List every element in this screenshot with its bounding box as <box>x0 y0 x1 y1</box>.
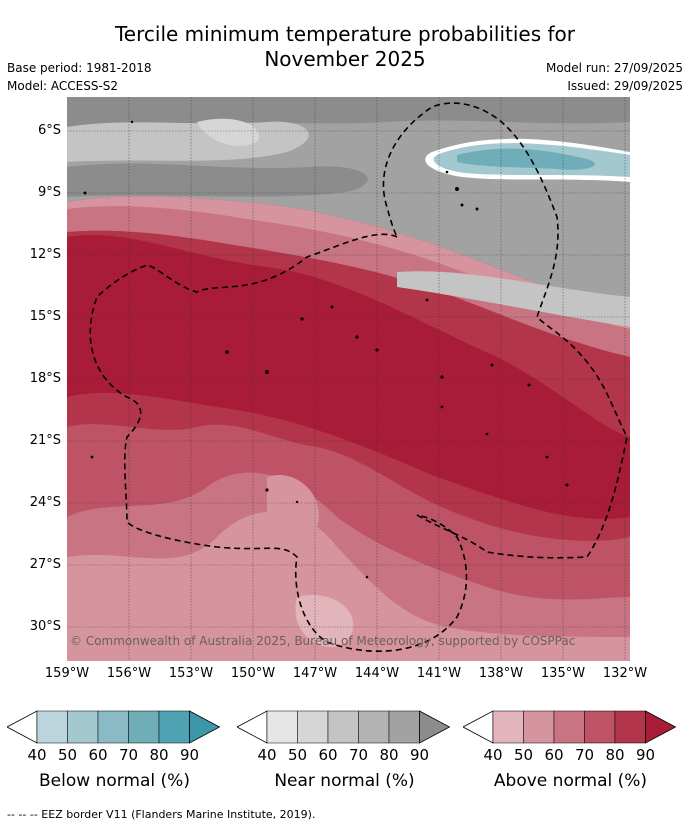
above-normal-90-core <box>67 234 630 519</box>
colorbar-tick-label: 40 <box>483 746 503 764</box>
eez-legend-footer: -- -- -- EEZ border V11 (Flanders Marine… <box>7 808 316 821</box>
lat-label: 6°S <box>37 123 61 138</box>
lon-label: 132°W <box>602 666 648 681</box>
meta-left: Base period: 1981-2018 Model: ACCESS-S2 <box>7 59 152 95</box>
lon-label: 135°W <box>540 666 586 681</box>
copyright-notice: © Commonwealth of Australia 2025, Bureau… <box>70 634 576 648</box>
lat-label: 15°S <box>29 309 61 324</box>
colorbar-title: Below normal (%) <box>39 771 190 791</box>
above-normal-50-patch <box>267 475 319 546</box>
near-normal-60-patch <box>197 118 259 146</box>
colorbar-tick-label: 80 <box>605 746 625 764</box>
colorbar-segment <box>523 710 555 744</box>
eez-border-west <box>89 233 468 653</box>
lon-label: 150°W <box>230 666 276 681</box>
colorbar-segment <box>327 710 359 744</box>
colorbar-title: Above normal (%) <box>493 771 648 791</box>
colorbar-segment <box>388 710 420 744</box>
probability-map[interactable]: © Commonwealth of Australia 2025, Bureau… <box>67 97 630 661</box>
colorbar-tick-label: 80 <box>149 746 169 764</box>
lon-label: 138°W <box>478 666 524 681</box>
map-title: Tercile minimum temperature probabilitie… <box>0 22 690 72</box>
lon-label: 141°W <box>416 666 462 681</box>
title-line-2: November 2025 <box>264 47 426 71</box>
colorbar-segment <box>492 710 524 744</box>
colorbar-min-triangle <box>7 710 38 744</box>
lat-label: 24°S <box>29 495 61 510</box>
colorbar-tick-label: 70 <box>118 746 139 764</box>
colorbar-max-triangle <box>189 710 221 744</box>
eez-border-east <box>382 102 628 559</box>
above-normal-60-band <box>67 202 630 357</box>
above-normal-40-patch <box>295 595 354 647</box>
colorbar-1 <box>237 710 451 744</box>
lon-label: 153°W <box>168 666 214 681</box>
colorbar-title: Near normal (%) <box>274 771 415 791</box>
title-line-1: Tercile minimum temperature probabilitie… <box>114 22 576 46</box>
colorbar-segment <box>584 710 616 744</box>
lat-label: 18°S <box>29 371 61 386</box>
near-normal-90-patch <box>67 163 368 197</box>
colorbar-tick-label: 50 <box>57 746 78 764</box>
lon-label: 156°W <box>106 666 152 681</box>
lon-label: 147°W <box>292 666 338 681</box>
below-normal-70-region <box>457 148 596 170</box>
base-period: Base period: 1981-2018 <box>7 61 152 75</box>
colorbar-min-triangle <box>463 710 494 744</box>
lat-label: 12°S <box>29 247 61 262</box>
colorbar-tick-label: 50 <box>287 746 308 764</box>
colorbar-segment <box>158 710 190 744</box>
colorbar-tick-label: 40 <box>257 746 277 764</box>
colorbar-segment <box>266 710 298 744</box>
model-run: Model run: 27/09/2025 <box>545 61 683 75</box>
near-normal-70-edge <box>397 271 630 327</box>
colorbar-2 <box>463 710 677 744</box>
lat-label: 21°S <box>29 433 61 448</box>
colorbar-segment <box>358 710 390 744</box>
colorbar-tick-label: 60 <box>318 746 338 764</box>
colorbar-segment <box>297 710 329 744</box>
lon-label: 144°W <box>354 666 400 681</box>
near-normal-90-band <box>67 97 630 132</box>
lat-label: 9°S <box>37 185 61 200</box>
colorbar-tick-label: 70 <box>348 746 369 764</box>
map-gridlines <box>67 97 630 661</box>
above-normal-50-band <box>67 196 630 329</box>
islands <box>83 120 569 579</box>
colorbar-tick-label: 80 <box>379 746 399 764</box>
lon-label: 159°W <box>44 666 90 681</box>
colorbar-max-triangle <box>645 710 677 744</box>
colorbar-max-triangle <box>419 710 451 744</box>
colorbar-segment <box>128 710 160 744</box>
issued-date: Issued: 29/09/2025 <box>567 79 683 93</box>
colorbar-tick-label: 50 <box>513 746 534 764</box>
above-normal-50-region <box>67 511 630 661</box>
colorbar-segment <box>553 710 585 744</box>
colorbar-tick-label: 70 <box>574 746 595 764</box>
colorbar-0 <box>7 710 221 744</box>
colorbar-tick-label: 60 <box>88 746 108 764</box>
colorbar-tick-label: 60 <box>544 746 564 764</box>
lat-label: 30°S <box>29 619 61 634</box>
colorbar-min-triangle <box>237 710 268 744</box>
colorbar-tick-label: 90 <box>409 746 430 764</box>
map-canvas <box>67 97 630 661</box>
colorbar-segment <box>36 710 68 744</box>
colorbar-tick-label: 90 <box>635 746 656 764</box>
model-name: Model: ACCESS-S2 <box>7 79 119 93</box>
colorbar-tick-label: 90 <box>179 746 200 764</box>
colorbar-segment <box>97 710 129 744</box>
colorbar-segment <box>614 710 646 744</box>
colorbar-segment <box>67 710 99 744</box>
colorbar-tick-label: 40 <box>27 746 47 764</box>
lat-label: 27°S <box>29 557 61 572</box>
meta-right: Model run: 27/09/2025 Issued: 29/09/2025 <box>546 59 683 95</box>
